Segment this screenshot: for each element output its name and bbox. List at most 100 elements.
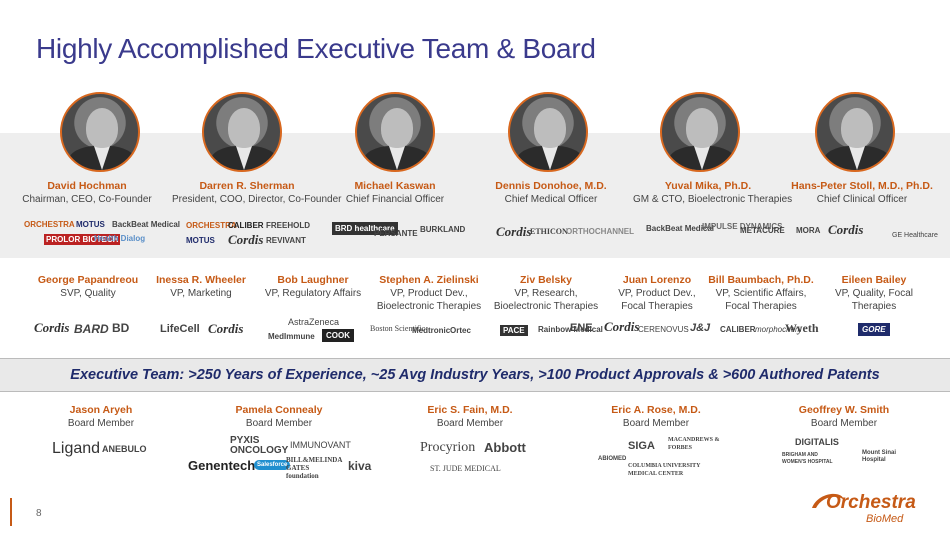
board-name: Eric A. Rose, M.D. <box>611 404 701 416</box>
executive-band <box>0 133 950 258</box>
vp-role: VP, Regulatory Affairs <box>264 288 362 299</box>
logo-macandrews-forbes: MACANDREWS & FORBES <box>668 437 720 451</box>
logo-immunovant: IMMUNOVANT <box>290 440 351 450</box>
logo-wyeth: Wyeth <box>785 321 819 335</box>
logo-anebulo: ANEBULO <box>102 444 147 454</box>
logo-orthochannel: ORTHOCHANNEL <box>566 227 634 236</box>
logo-pace: PACE <box>500 325 528 336</box>
logo-revivant: REVIVANT <box>266 236 306 245</box>
vp-name: Bill Baumbach, Ph.D. <box>708 274 814 286</box>
logo-ene: ENE <box>570 322 593 334</box>
avatar-mika <box>660 92 740 172</box>
board-role: Board Member <box>245 418 313 429</box>
logo-bd: BD <box>112 321 130 335</box>
board-card: Geoffrey W. Smith Board Member <box>769 404 919 430</box>
exec-name: Darren R. Sherman <box>199 180 295 192</box>
orchestra-logo: Orchestra BioMed <box>808 486 918 531</box>
vp-card: Juan Lorenzo VP, Product Dev., Focal Ther… <box>582 274 732 313</box>
board-card: Eric A. Rose, M.D. Board Member <box>581 404 731 430</box>
board-role: Board Member <box>810 418 878 429</box>
vp-role: VP, Product Dev., Focal Therapies <box>618 288 696 312</box>
logo-cordis: Cordis <box>34 320 70 335</box>
vp-card: Eileen Bailey VP, Quality, Focal Therapie… <box>799 274 949 313</box>
logo-siga: SIGA <box>628 440 655 452</box>
board-card: Eric S. Fain, M.D. Board Member <box>395 404 545 430</box>
board-role: Board Member <box>67 418 135 429</box>
logo-burkland: BURKLAND <box>420 225 466 234</box>
exec-card: Dennis Donohoe, M.D. Chief Medical Office… <box>476 180 626 206</box>
logo-persante: PERSANTE <box>374 229 418 238</box>
exec-name: Dennis Donohoe, M.D. <box>495 180 607 192</box>
avatar-stoll <box>815 92 895 172</box>
logo-mora: MORA <box>796 226 821 235</box>
board-name: Geoffrey W. Smith <box>798 404 890 416</box>
logo-morphochem: morphochem <box>755 325 802 334</box>
exec-name: Hans-Peter Stoll, M.D., Ph.D. <box>791 180 933 192</box>
logo-medimmune: MedImmune <box>268 332 315 341</box>
logo-motus: MOTUS <box>186 236 215 245</box>
board-name: Pamela Connealy <box>235 404 323 416</box>
vp-name: Bob Laughner <box>277 274 349 286</box>
board-name: Jason Aryeh <box>69 404 133 416</box>
exec-name: Yuval Mika, Ph.D. <box>664 180 752 192</box>
vp-card: Stephen A. Zielinski VP, Product Dev., Bi… <box>354 274 504 313</box>
logo-freehold: FREEHOLD <box>266 221 310 230</box>
logo-brigham: BRIGHAM AND WOMEN'S HOSPITAL <box>782 452 833 465</box>
logo-ge-healthcare: GE Healthcare <box>892 232 938 239</box>
vp-name: Inessa R. Wheeler <box>156 274 246 286</box>
vp-role: VP, Product Dev., Bioelectronic Therapie… <box>376 288 482 312</box>
logo-medtronic: Medtronic <box>412 326 451 335</box>
board-role: Board Member <box>622 418 690 429</box>
page-number-divider <box>10 498 12 526</box>
vp-card: Inessa R. Wheeler VP, Marketing <box>126 274 276 300</box>
board-role: Board Member <box>436 418 504 429</box>
logo-ortec: Ortec <box>450 326 471 335</box>
banner-text: Executive Team: >250 Years of Experience… <box>70 367 880 383</box>
vp-role: VP, Scientific Affairs, Focal Therapies <box>715 288 807 312</box>
logo-astrazeneca: AstraZeneca <box>288 317 340 327</box>
exec-card: Darren R. Sherman President, COO, Directo… <box>172 180 342 206</box>
logo-brd: BRD healthcare <box>332 222 398 235</box>
logo-cordis: Cordis <box>496 224 532 239</box>
logo-genentech: Genentech <box>188 458 256 473</box>
exec-role: Chief Clinical Officer <box>816 194 908 205</box>
logo-jnj: J&J <box>690 322 711 334</box>
logo-st-jude-medical: ST. JUDE MEDICAL <box>430 464 501 473</box>
logo-kiva: kiva <box>348 459 372 473</box>
logo-bard: BARD <box>74 322 109 336</box>
logo-boston-scientific: Boston Scientific <box>370 324 426 333</box>
logo-health-dialog: Health Dialog <box>94 234 146 243</box>
logo-abiomed: ABIOMED <box>598 456 627 462</box>
logo-cordis: Cordis <box>208 321 244 336</box>
logo-prolor: PROLOR BIOTECH <box>44 234 121 245</box>
avatar-donohoe <box>508 92 588 172</box>
vp-name: Juan Lorenzo <box>622 274 692 286</box>
logo-salesforce: Salesforce <box>254 460 291 470</box>
logo-procyrion: Procyrion <box>420 440 476 455</box>
exec-role: Chairman, CEO, Co-Founder <box>22 194 152 205</box>
vp-role: SVP, Quality <box>60 288 116 299</box>
logo-ethicon: ETHICON <box>530 227 568 236</box>
vp-card: George Papandreou SVP, Quality <box>13 274 163 300</box>
logo-caliber: CALIBER <box>228 221 264 230</box>
vp-role: VP, Research, Bioelectronic Therapies <box>493 288 599 312</box>
logo-cordis: Cordis <box>828 222 864 237</box>
exec-role: Chief Medical Officer <box>504 194 598 205</box>
vp-name: Ziv Belsky <box>520 274 572 286</box>
logo-cordis: Cordis <box>228 232 264 247</box>
exec-card: David Hochman Chairman, CEO, Co-Founder <box>12 180 162 206</box>
exec-name: Michael Kaswan <box>354 180 436 192</box>
orchestra-swoosh-icon: Orchestra BioMed <box>812 492 916 525</box>
logo-cook: COOK <box>322 329 354 342</box>
board-card: Pamela Connealy Board Member <box>204 404 354 430</box>
logo-backbeat: BackBeat Medical <box>646 224 715 233</box>
logo-motus: MOTUS <box>76 220 105 229</box>
logo-abbott: Abbott <box>484 440 526 455</box>
logo-orchestra: ORCHESTRA <box>186 221 237 230</box>
vp-role: VP, Quality, Focal Therapies <box>835 288 913 312</box>
vp-role: VP, Marketing <box>170 288 232 299</box>
logo-rainbow-medical: Rainbow Medical <box>538 325 603 334</box>
logo-cordis: Cordis <box>604 319 640 334</box>
board-name: Eric S. Fain, M.D. <box>427 404 513 416</box>
exec-role: GM & CTO, Bioelectronic Therapies <box>633 194 793 205</box>
